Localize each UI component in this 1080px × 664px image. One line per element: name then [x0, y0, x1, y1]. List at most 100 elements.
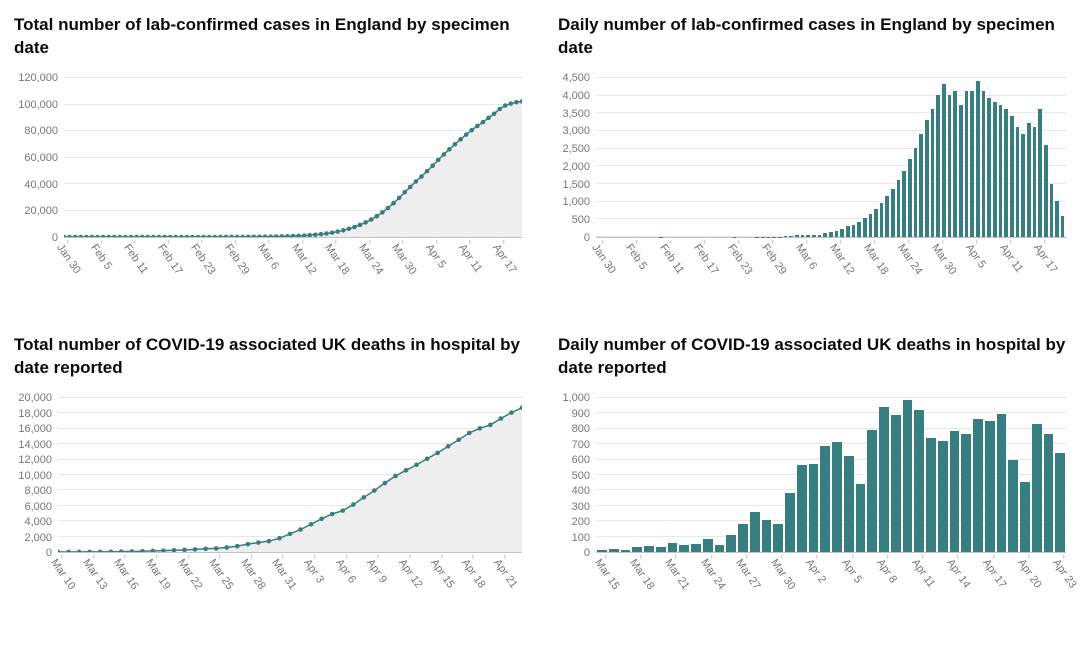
data-marker — [95, 235, 100, 237]
data-marker — [372, 488, 377, 493]
bar — [914, 410, 924, 552]
data-marker — [477, 426, 482, 431]
bar — [762, 520, 772, 552]
data-marker — [78, 235, 83, 237]
bar — [738, 524, 748, 552]
data-marker — [224, 235, 229, 237]
bar — [795, 235, 799, 237]
data-marker — [151, 235, 156, 237]
data-marker — [280, 234, 285, 237]
bar — [840, 229, 844, 237]
bar — [632, 547, 642, 552]
data-marker — [218, 235, 223, 237]
panel-deaths-daily: Daily number of COVID-19 associated UK d… — [558, 334, 1066, 597]
data-marker — [190, 235, 195, 237]
data-marker — [335, 229, 340, 234]
data-marker — [98, 550, 103, 552]
bar — [869, 214, 873, 237]
chart-title: Daily number of lab-confirmed cases in E… — [558, 14, 1066, 60]
bar — [797, 465, 807, 552]
x-tick-label: Mar 12 — [289, 242, 318, 277]
data-marker — [129, 549, 134, 552]
data-marker — [402, 190, 407, 195]
data-marker — [119, 549, 124, 552]
bar — [1032, 424, 1042, 552]
data-marker — [386, 206, 391, 211]
bar — [1044, 434, 1054, 552]
data-marker — [514, 100, 519, 105]
x-tick-label: Apr 12 — [396, 557, 424, 590]
x-tick-label: Mar 19 — [143, 557, 172, 592]
x-tick-label: Mar 12 — [827, 242, 856, 277]
bar — [903, 400, 913, 552]
data-marker — [106, 235, 111, 237]
data-marker — [66, 550, 71, 552]
x-tick-label: Mar 24 — [356, 242, 385, 277]
bar — [1033, 127, 1037, 237]
y-axis: 020,00040,00060,00080,000100,000120,000 — [14, 78, 64, 238]
data-marker — [447, 147, 452, 152]
x-tick-label: Apr 15 — [428, 557, 456, 590]
x-axis: Mar 10Mar 13Mar 16Mar 19Mar 22Mar 25Mar … — [58, 553, 522, 597]
bar — [953, 91, 957, 237]
data-marker — [67, 235, 72, 237]
bar — [976, 81, 980, 237]
data-marker — [173, 235, 178, 237]
x-tick-label: Apr 3 — [301, 557, 326, 585]
data-marker — [509, 101, 514, 106]
x-tick-label: Apr 17 — [1031, 242, 1059, 275]
data-marker — [252, 235, 257, 237]
x-tick-label: Feb 11 — [121, 242, 150, 276]
x-tick-label: Feb 5 — [88, 242, 114, 272]
bar — [809, 464, 819, 552]
bar — [829, 232, 833, 237]
data-marker — [182, 548, 187, 552]
x-tick-label: Jan 30 — [54, 242, 83, 276]
x-axis: Jan 30Feb 5Feb 11Feb 17Feb 23Feb 29Mar 6… — [64, 238, 522, 282]
data-marker — [307, 233, 312, 237]
bar — [926, 438, 936, 552]
x-tick-label: Mar 27 — [733, 557, 762, 592]
x-tick-label: Apr 9 — [365, 557, 390, 585]
data-marker — [118, 235, 123, 237]
x-axis: Jan 30Feb 5Feb 11Feb 17Feb 23Feb 29Mar 6… — [596, 238, 1066, 282]
plot-area — [64, 78, 522, 238]
x-tick-label: Feb 23 — [188, 242, 217, 277]
panel-cases-total: Total number of lab-confirmed cases in E… — [14, 14, 522, 282]
bar — [902, 171, 906, 237]
data-marker — [380, 210, 385, 215]
bar — [773, 524, 783, 552]
data-marker — [363, 220, 368, 225]
bar — [784, 236, 788, 237]
data-marker — [196, 235, 201, 237]
data-marker — [140, 549, 145, 552]
data-marker — [374, 214, 379, 219]
bar — [691, 544, 701, 552]
bar — [1004, 109, 1008, 237]
x-tick-label: Mar 15 — [592, 557, 621, 592]
x-tick-label: Apr 5 — [839, 557, 864, 585]
data-marker — [101, 235, 106, 237]
x-tick-label: Apr 5 — [963, 242, 988, 270]
bar — [823, 233, 827, 237]
data-marker — [419, 174, 424, 179]
data-marker — [203, 546, 208, 551]
bar — [942, 84, 946, 237]
bar — [925, 120, 929, 237]
bar — [844, 456, 854, 552]
x-tick-label: Mar 18 — [861, 242, 890, 277]
data-marker — [235, 235, 240, 237]
data-marker — [162, 235, 167, 237]
data-marker — [179, 235, 184, 237]
data-marker — [503, 103, 508, 108]
bar — [982, 91, 986, 237]
data-marker — [168, 235, 173, 237]
bar — [1055, 201, 1059, 237]
data-marker — [256, 540, 261, 545]
data-marker — [475, 124, 480, 129]
data-marker — [347, 226, 352, 231]
data-marker — [425, 456, 430, 461]
bar — [644, 546, 654, 552]
y-axis: 01002003004005006007008009001,000 — [558, 398, 596, 553]
data-marker — [274, 234, 279, 237]
